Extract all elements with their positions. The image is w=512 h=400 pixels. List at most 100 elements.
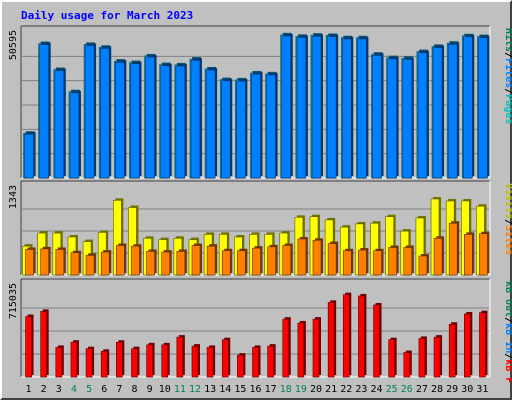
bar-kb-f-day-30 <box>464 313 471 378</box>
x-tick-label: 1 <box>26 384 32 395</box>
bar-files-day-29 <box>447 44 458 179</box>
legend-separator: / <box>503 52 512 58</box>
bar-files-day-22 <box>341 38 352 179</box>
bar-kb-f-day-4 <box>70 341 78 378</box>
bar-sites-day-31 <box>479 233 488 276</box>
bar-sites-day-13 <box>206 245 216 276</box>
bar-kb-f-day-26 <box>403 352 411 378</box>
bar-kb-f-day-17 <box>267 345 274 378</box>
bar-files-day-1 <box>24 133 34 179</box>
bar-files-day-25 <box>387 58 397 179</box>
chart-title: Daily usage for March 2023 <box>21 9 194 22</box>
legend-entry: kB Out <box>503 281 512 317</box>
bar-files-day-20 <box>311 36 322 179</box>
bar-kb-f-day-10 <box>161 344 169 378</box>
bar-sites-day-27 <box>418 255 428 276</box>
bar-files-day-18 <box>281 35 292 179</box>
x-tick-label: 2 <box>41 384 47 395</box>
x-tick-label: 23 <box>355 384 367 395</box>
x-tick-label: 17 <box>265 384 277 395</box>
bar-kb-f-day-21 <box>327 302 335 378</box>
x-tick-label: 5 <box>86 384 92 395</box>
bar-kb-f-day-20 <box>312 318 320 378</box>
legend-entry: Hits <box>503 28 512 52</box>
x-tick-label: 12 <box>189 384 201 395</box>
bar-files-day-12 <box>190 59 201 179</box>
bar-kb-f-day-28 <box>433 336 441 378</box>
bar-sites-day-3 <box>55 249 65 276</box>
bar-files-day-2 <box>39 44 49 179</box>
legend-separator: / <box>503 317 512 323</box>
x-tick-label: 3 <box>56 384 62 395</box>
bar-files-day-8 <box>130 63 140 179</box>
bar-kb-f-day-19 <box>297 322 305 378</box>
bar-files-day-6 <box>99 48 110 179</box>
bar-files-day-11 <box>175 65 186 179</box>
bar-files-day-14 <box>220 80 231 179</box>
bar-kb-f-day-29 <box>448 323 456 378</box>
x-tick-label: 6 <box>101 384 107 395</box>
bar-sites-day-30 <box>464 234 473 276</box>
bar-sites-day-14 <box>221 250 231 276</box>
legend-entry: Pages <box>503 94 512 124</box>
bar-files-day-27 <box>417 52 428 179</box>
x-tick-label: 4 <box>71 384 77 395</box>
bar-kb-f-day-2 <box>40 311 47 378</box>
x-tick-label: 7 <box>116 384 122 395</box>
bar-kb-f-day-14 <box>221 339 229 378</box>
x-tick-label: 14 <box>219 384 231 395</box>
bar-sites-day-24 <box>373 250 382 276</box>
bar-kb-f-day-25 <box>388 339 395 378</box>
bar-kb-f-day-6 <box>100 350 108 378</box>
bar-sites-day-8 <box>131 245 140 276</box>
bar-kb-f-day-5 <box>85 348 93 378</box>
legend-visits-sites: Visits/Sites <box>503 183 512 255</box>
bar-sites-day-17 <box>267 246 276 276</box>
bar-sites-day-4 <box>70 252 80 276</box>
max-label-visits-sites: 1343 <box>8 185 19 209</box>
legend-entry: kB In <box>503 323 512 353</box>
x-tick-label: 8 <box>131 384 137 395</box>
x-tick-label: 30 <box>461 384 473 395</box>
bar-kb-f-day-7 <box>116 341 123 378</box>
bar-sites-day-5 <box>85 255 95 276</box>
bar-kb-f-day-16 <box>252 347 259 378</box>
x-tick-label: 22 <box>340 384 352 395</box>
bar-sites-day-2 <box>40 248 49 276</box>
bar-files-day-21 <box>326 36 337 179</box>
bar-sites-day-21 <box>327 243 337 276</box>
bar-sites-day-15 <box>237 250 246 276</box>
bar-sites-day-18 <box>282 245 292 276</box>
bar-sites-day-10 <box>161 251 171 276</box>
bar-sites-day-7 <box>116 245 125 276</box>
bar-files-day-17 <box>266 74 276 179</box>
bar-files-day-9 <box>145 56 155 179</box>
bar-files-day-3 <box>54 70 65 179</box>
legend-hits-files-pages: Hits/Files/Pages <box>503 28 512 124</box>
x-tick-label: 20 <box>310 384 322 395</box>
bar-files-day-28 <box>432 47 443 179</box>
bar-files-day-31 <box>478 37 488 179</box>
bar-files-day-10 <box>160 65 171 179</box>
max-label-hits-files-pages: 50595 <box>8 30 19 60</box>
x-tick-label: 19 <box>295 384 307 395</box>
bar-sites-day-12 <box>191 245 201 276</box>
x-tick-label: 10 <box>159 384 171 395</box>
bar-sites-day-6 <box>100 251 110 276</box>
bar-kb-f-day-22 <box>342 294 350 378</box>
bar-kb-f-day-12 <box>191 345 199 378</box>
bar-kb-f-day-3 <box>55 347 63 378</box>
bar-kb-f-day-27 <box>418 338 426 378</box>
bar-files-day-4 <box>69 92 80 179</box>
x-tick-label: 9 <box>147 384 153 395</box>
x-tick-label: 24 <box>371 384 383 395</box>
bar-files-day-24 <box>372 55 382 179</box>
bar-sites-day-26 <box>403 247 413 276</box>
bar-sites-day-16 <box>252 247 261 276</box>
bar-sites-day-25 <box>388 247 397 276</box>
bar-kb-f-day-23 <box>358 295 365 378</box>
max-label-kbytes: 715035 <box>8 283 19 319</box>
bar-kb-f-day-1 <box>25 316 32 378</box>
legend-kbytes: kB Out/kB In/kB F <box>503 281 512 383</box>
